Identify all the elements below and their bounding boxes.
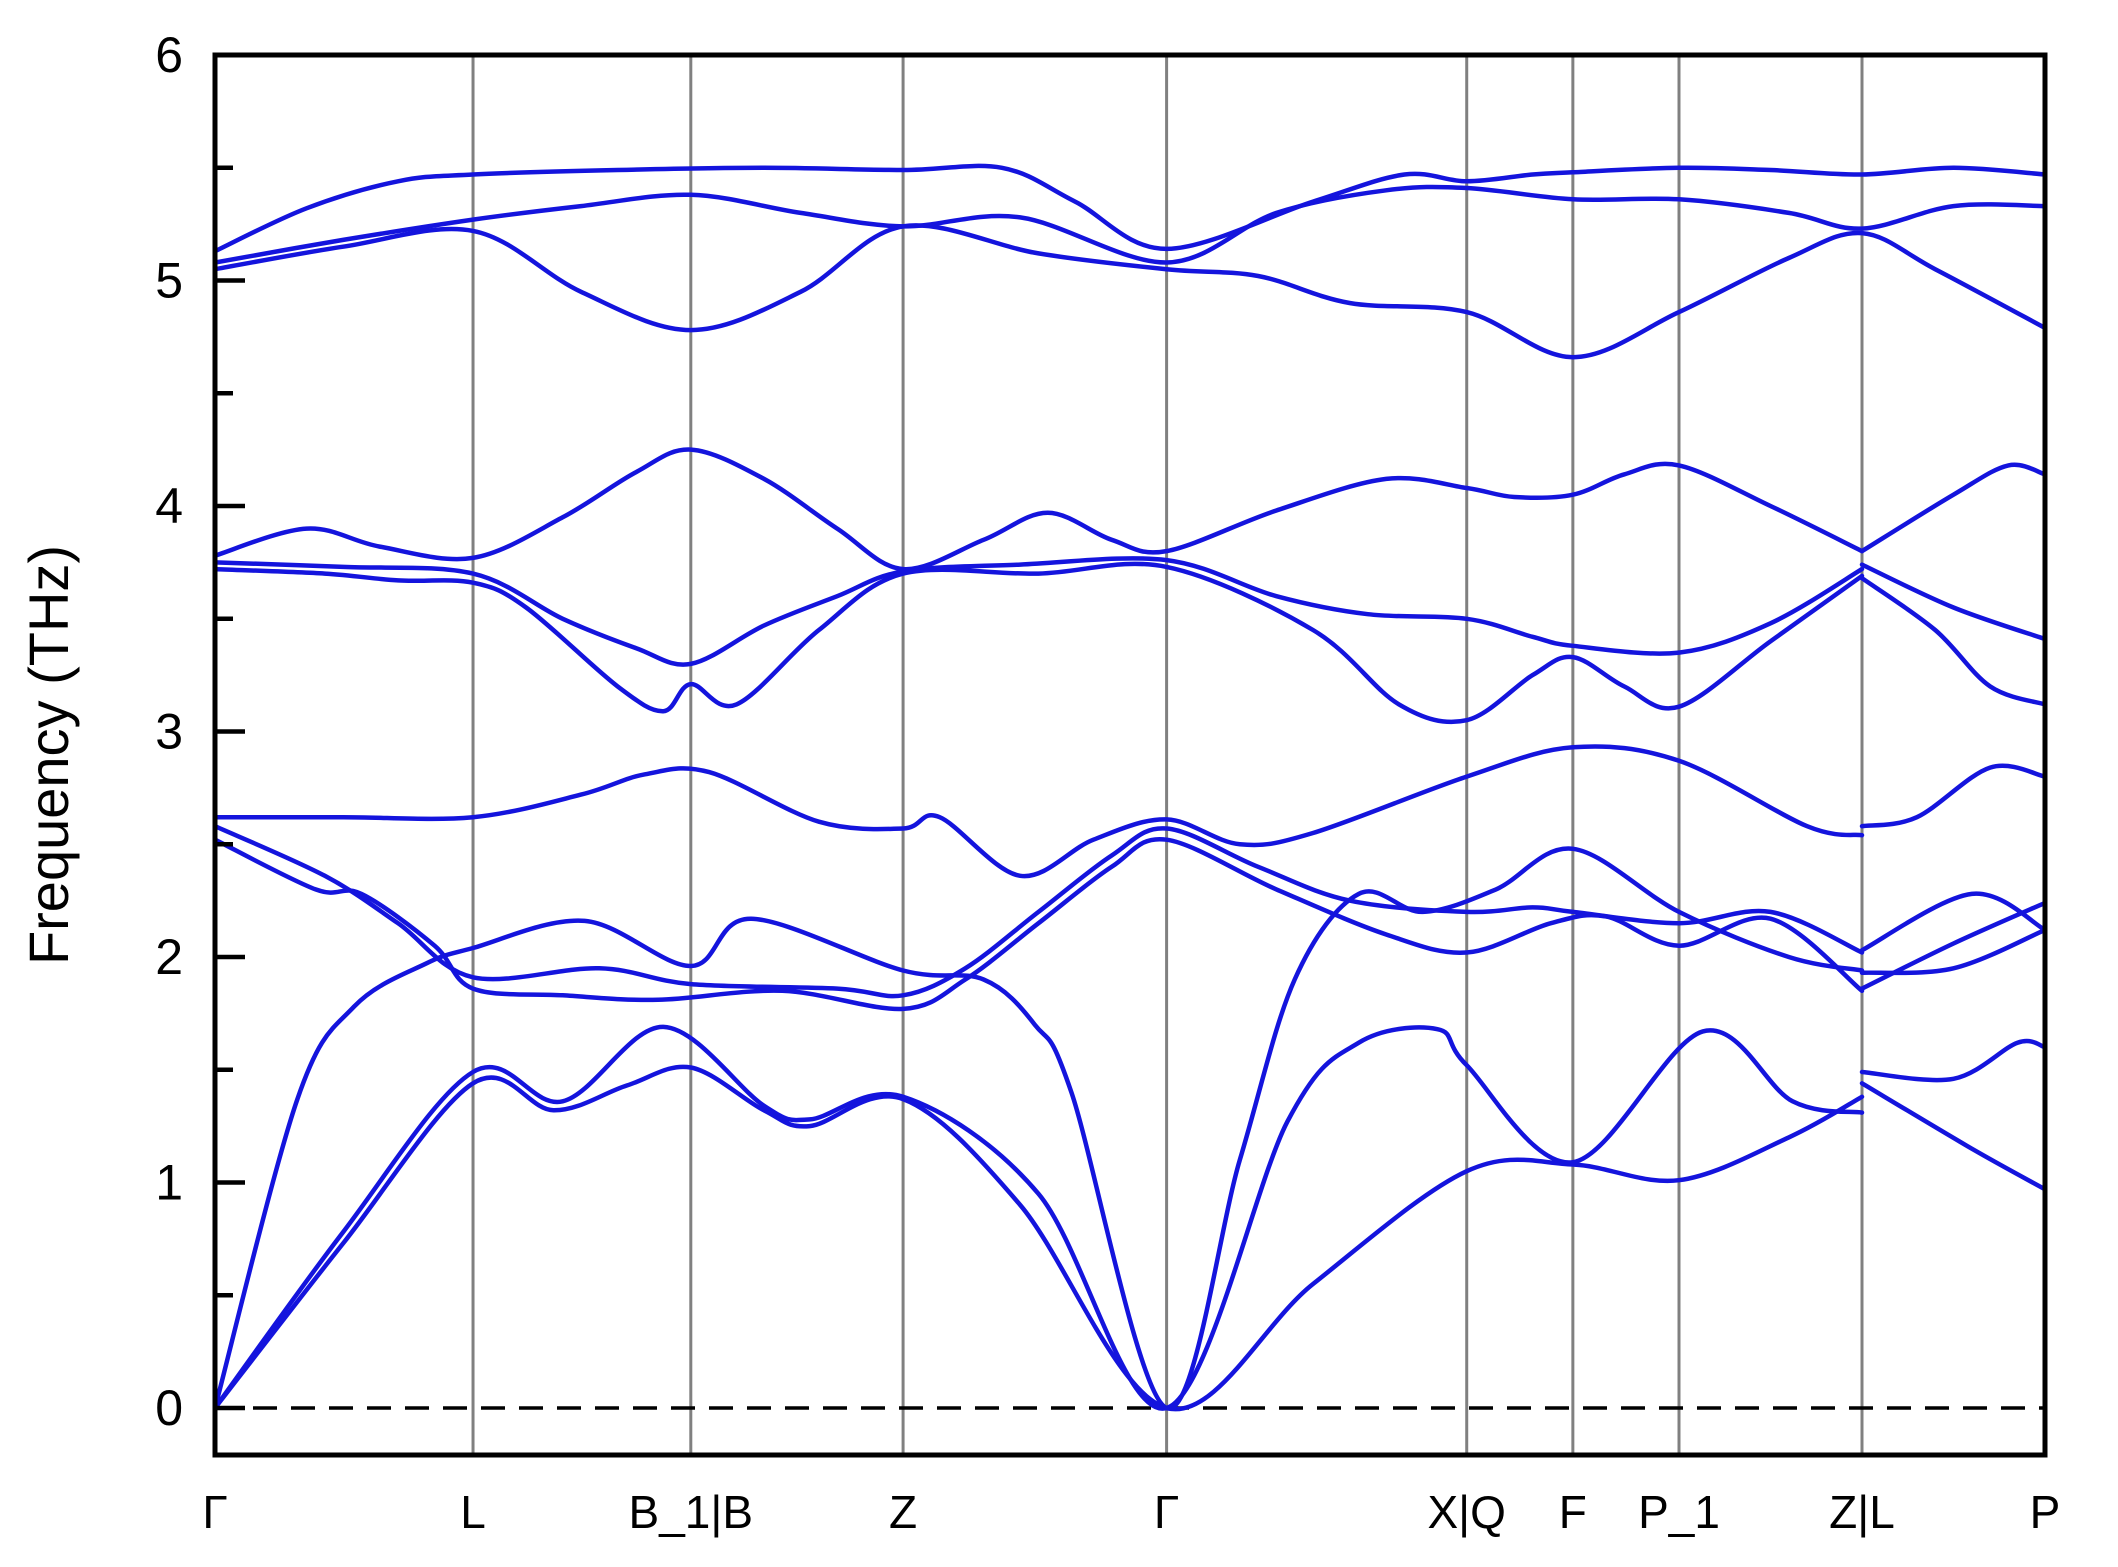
x-axis-label: Z|L: [1829, 1486, 1895, 1538]
band-curve: [1859, 562, 2045, 642]
x-axis-label: L: [460, 1486, 486, 1538]
x-axis-label: P: [2030, 1486, 2061, 1538]
band-curve: [215, 1064, 1865, 1412]
band-curve: [215, 1024, 1865, 1411]
band-curve: [215, 223, 2045, 360]
y-axis-tick-label: 2: [155, 929, 183, 985]
x-axis-label: P_1: [1638, 1486, 1720, 1538]
band-curve: [1859, 891, 2045, 953]
x-axis-label: B_1|B: [629, 1486, 753, 1538]
y-axis-tick-label: 3: [155, 704, 183, 760]
band-curve: [215, 447, 1865, 572]
y-axis-tick-label: 4: [155, 478, 183, 534]
x-axis-label: X|Q: [1428, 1486, 1506, 1538]
band-curve: [1859, 1081, 2045, 1192]
axes-frame: [212, 52, 2048, 1458]
x-axis-label: F: [1559, 1486, 1587, 1538]
band-curve: [215, 561, 1865, 725]
band-curve: [1859, 763, 2045, 829]
band-curve: [215, 744, 1865, 879]
band-curve: [1859, 575, 2045, 707]
band-curve: [215, 556, 1865, 667]
y-axis-tick-label: 6: [155, 27, 183, 83]
band-curve: [215, 184, 2045, 265]
x-axis-label: Γ: [1154, 1486, 1179, 1538]
band-curve: [1859, 1038, 2045, 1083]
band-curve: [215, 163, 2045, 254]
y-axis-tick-label: 5: [155, 253, 183, 309]
band-curve: [215, 823, 1865, 999]
band-curve: [1859, 462, 2045, 554]
band-curve: [1859, 927, 2045, 976]
y-axis-title: Frequency (THz): [17, 545, 80, 965]
y-axis-tick-label: 1: [155, 1155, 183, 1211]
x-axis-label: Γ: [202, 1486, 227, 1538]
y-axis-tick-label: 0: [155, 1380, 183, 1436]
x-axis-label: Z: [889, 1486, 917, 1538]
